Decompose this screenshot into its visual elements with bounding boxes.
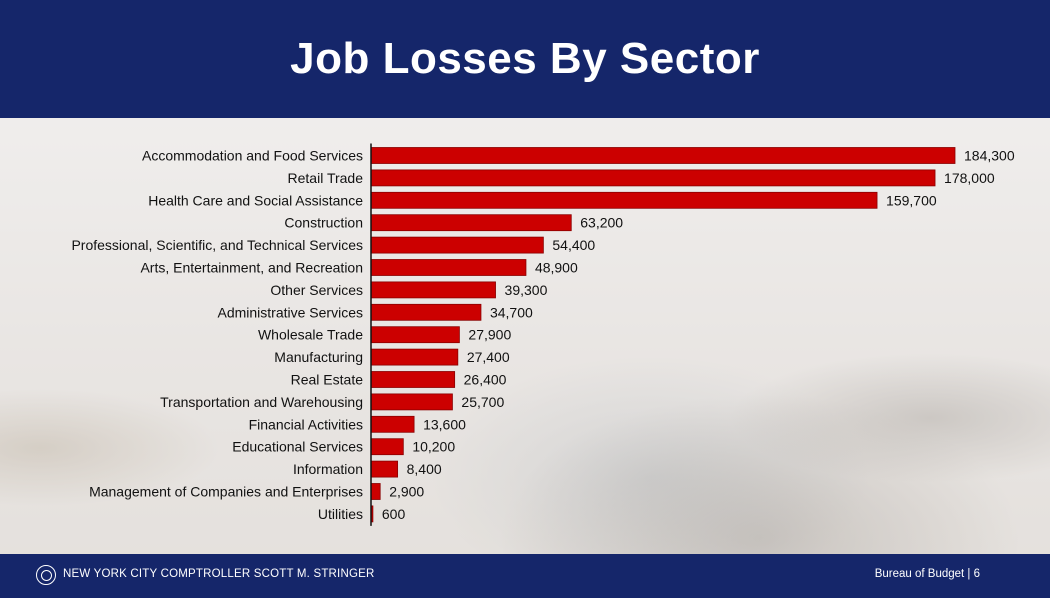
value-label: 159,700 — [886, 192, 937, 208]
bar — [370, 214, 572, 232]
background-photo — [0, 118, 1050, 554]
bar — [370, 147, 956, 164]
category-label: Real Estate — [291, 372, 364, 388]
bar — [370, 348, 459, 366]
value-label: 27,400 — [467, 349, 510, 365]
value-label: 48,900 — [535, 260, 578, 276]
bar — [370, 303, 482, 321]
value-label: 178,000 — [944, 170, 995, 186]
value-label: 25,700 — [461, 394, 504, 410]
category-label: Information — [293, 461, 363, 477]
category-label: Wholesale Trade — [258, 327, 363, 343]
value-label: 26,400 — [464, 372, 507, 388]
bar — [370, 393, 453, 411]
category-label: Accommodation and Food Services — [142, 148, 363, 164]
nyc-comptroller-seal-icon — [36, 565, 56, 585]
category-label: Administrative Services — [218, 304, 364, 320]
category-label: Utilities — [318, 506, 363, 522]
slide-header: Job Losses By Sector — [0, 0, 1050, 118]
bar — [370, 483, 381, 500]
value-label: 34,700 — [490, 304, 533, 320]
category-label: Other Services — [270, 282, 363, 298]
bar — [370, 281, 496, 299]
value-label: 184,300 — [964, 148, 1015, 164]
category-label: Manufacturing — [274, 349, 363, 365]
category-label: Retail Trade — [288, 170, 364, 186]
value-label: 63,200 — [580, 215, 623, 231]
bar — [370, 460, 399, 478]
category-label: Professional, Scientific, and Technical … — [71, 237, 363, 253]
value-label: 8,400 — [407, 461, 442, 477]
bar — [370, 191, 878, 209]
bar — [370, 259, 527, 276]
category-label: Management of Companies and Enterprises — [89, 484, 363, 500]
bar — [370, 236, 544, 254]
job-losses-bar-chart: Accommodation and Food Services 184,300 Re… — [71, 143, 1015, 526]
bar — [370, 371, 456, 388]
category-label: Transportation and Warehousing — [160, 394, 363, 410]
bar — [370, 326, 460, 344]
value-label: 27,900 — [468, 327, 511, 343]
value-label: 10,200 — [412, 439, 455, 455]
footer-page-label: Bureau of Budget | 6 — [874, 568, 980, 580]
bar — [370, 415, 415, 433]
value-label: 600 — [382, 506, 406, 522]
value-label: 54,400 — [552, 237, 595, 253]
slide-title: Job Losses By Sector — [290, 34, 760, 83]
slide-footer: NEW YORK CITY COMPTROLLER SCOTT M. STRIN… — [0, 554, 1050, 598]
category-label: Financial Activities — [249, 416, 363, 432]
value-label: 2,900 — [389, 484, 424, 500]
bar — [370, 169, 936, 187]
bar — [370, 438, 404, 456]
footer-organization: NEW YORK CITY COMPTROLLER SCOTT M. STRIN… — [63, 568, 375, 580]
category-label: Arts, Entertainment, and Recreation — [140, 260, 363, 276]
category-label: Health Care and Social Assistance — [148, 192, 363, 208]
category-label: Construction — [284, 215, 363, 231]
value-label: 13,600 — [423, 416, 466, 432]
photo-overlay — [0, 118, 1050, 554]
category-label: Educational Services — [232, 439, 363, 455]
value-label: 39,300 — [505, 282, 548, 298]
